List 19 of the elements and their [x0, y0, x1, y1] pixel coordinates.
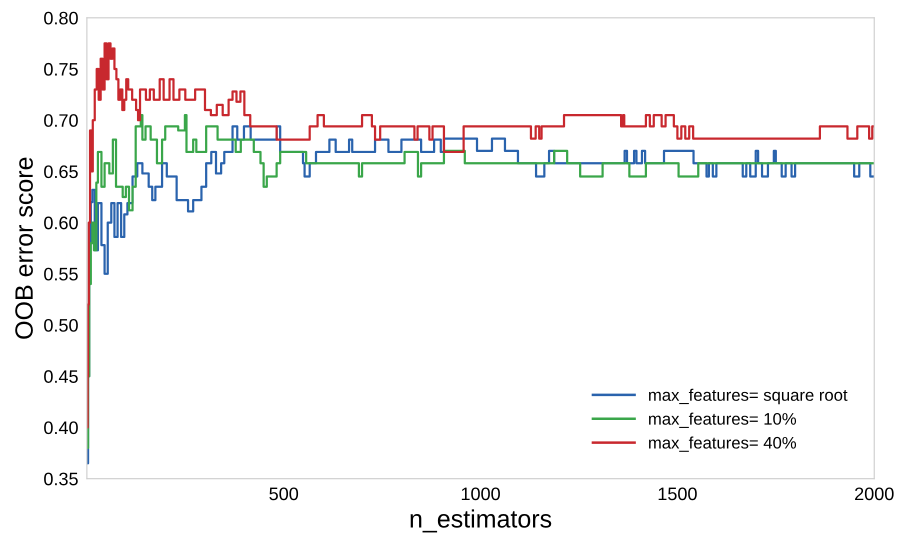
- y-tick-label: 0.80: [44, 12, 78, 25]
- y-tick-label: 0.70: [44, 114, 78, 127]
- y-tick-label: 0.35: [44, 472, 78, 486]
- legend-label: max_features= square root: [649, 388, 848, 404]
- y-tick-label: 0.40: [44, 421, 78, 434]
- x-tick-label: 500: [269, 487, 298, 500]
- y-axis-title: OOB error score: [15, 158, 33, 339]
- legend-label: max_features= 10%: [649, 412, 796, 428]
- x-axis-title: n_estimators: [410, 509, 552, 532]
- y-tick-label: 0.75: [44, 62, 78, 76]
- x-tick-label: 2000: [855, 487, 894, 500]
- y-tick-label: 0.60: [44, 216, 78, 230]
- y-tick-label: 0.45: [44, 370, 78, 383]
- y-tick-label: 0.55: [44, 268, 78, 281]
- legend-label: max_features= 40%: [649, 436, 796, 452]
- y-tick-label: 0.65: [44, 165, 78, 178]
- y-tick-label: 0.50: [44, 318, 78, 332]
- x-tick-label: 1000: [462, 487, 500, 500]
- x-tick-label: 1500: [658, 487, 697, 500]
